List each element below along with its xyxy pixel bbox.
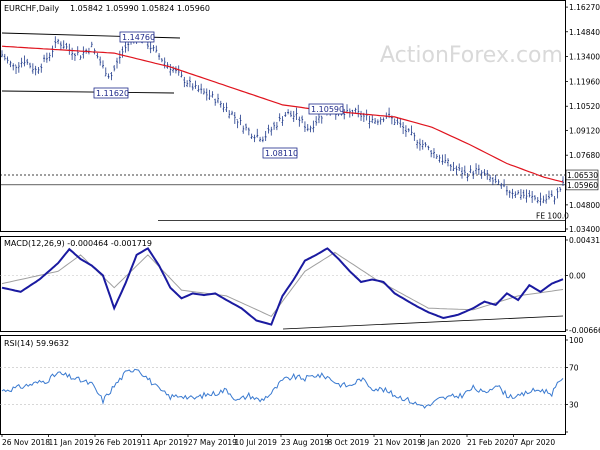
fe-100-label: FE 100.0 <box>536 211 569 220</box>
price-tick-label: 1.16270 <box>569 3 600 12</box>
price-tick-label: 1.03400 <box>569 225 600 234</box>
header-ohlc: 1.05842 1.05990 1.05824 1.05960 <box>70 4 210 13</box>
price-annotation-label: 1.11620 <box>96 89 129 98</box>
price-horizontal-lines <box>0 32 565 221</box>
x-tick-label: 8 Oct 2019 <box>328 438 370 447</box>
macd-tick-label: 0.00 <box>569 271 586 280</box>
price-annotations: 1.14760 1.11620 1.10590 1.08110 1.065301.059… <box>93 31 599 220</box>
header-symbol: EURCHF,Daily <box>4 4 59 13</box>
rsi-axis-ticks: 100 70 30 <box>0 336 584 433</box>
level-label: 1.05960 <box>567 181 598 190</box>
price-tick-label: 1.11960 <box>569 77 600 86</box>
support-line <box>1 90 175 94</box>
level-box <box>565 179 599 191</box>
macd-panel-frame <box>0 236 566 332</box>
macd-tick-label: -0.006663 <box>569 326 600 335</box>
price-annotation-box <box>308 103 344 115</box>
price-annotation-box <box>262 147 298 159</box>
price-panel-frame <box>0 0 566 232</box>
rsi-tick-label: 70 <box>569 364 579 373</box>
x-tick-label: 23 Aug 2019 <box>281 438 329 447</box>
moving-average-line <box>1 45 564 183</box>
rsi-line <box>1 368 564 409</box>
price-ohlc-bars <box>1 32 564 206</box>
price-tick-label: 1.14840 <box>569 28 600 37</box>
price-annotation-label: 1.14760 <box>122 33 155 42</box>
x-tick-label: 21 Feb 2020 <box>467 438 514 447</box>
x-tick-label: 26 Nov 2018 <box>2 438 50 447</box>
x-tick-label: 11 Apr 2019 <box>142 438 189 447</box>
rsi-title: RSI(14) 59.9632 <box>4 339 69 348</box>
macd-title: MACD(12,26,9) -0.000464 -0.001719 <box>4 239 152 248</box>
macd-line <box>1 247 564 326</box>
x-tick-label: 27 May 2019 <box>188 438 237 447</box>
rsi-tick-label: 100 <box>569 336 584 345</box>
macd-axis-ticks: 0.004319 0.00 -0.006663 <box>0 236 600 335</box>
price-axis-ticks: 1.16270 1.14840 1.13400 1.11960 1.10520 1.091… <box>565 3 600 234</box>
x-tick-label: 26 Feb 2019 <box>95 438 142 447</box>
macd-tick-label: 0.004319 <box>569 236 600 245</box>
x-tick-label: 11 Jan 2019 <box>49 438 94 447</box>
x-tick-label: 21 Nov 2019 <box>374 438 422 447</box>
x-tick-label: 8 Jan 2020 <box>421 438 461 447</box>
price-tick-label: 1.09120 <box>569 126 600 135</box>
price-annotation-label: 1.10590 <box>311 105 344 114</box>
price-tick-label: 1.04800 <box>569 201 600 210</box>
level-label: 1.06530 <box>567 171 598 180</box>
macd-trendline <box>282 315 564 330</box>
price-annotation-box <box>93 87 129 99</box>
x-tick-label: 7 Apr 2020 <box>514 438 556 447</box>
price-annotation-label: 1.08110 <box>265 149 298 158</box>
rsi-tick-label: 30 <box>569 400 579 409</box>
price-tick-label: 1.13400 <box>569 53 600 62</box>
rsi-panel-frame <box>0 335 566 435</box>
price-tick-label: 1.10520 <box>569 102 600 111</box>
x-tick-label: 10 Jul 2019 <box>235 438 278 447</box>
watermark: ActionForex.com <box>380 43 563 68</box>
price-tick-label: 1.07680 <box>569 151 600 160</box>
price-annotation-box <box>119 31 155 43</box>
